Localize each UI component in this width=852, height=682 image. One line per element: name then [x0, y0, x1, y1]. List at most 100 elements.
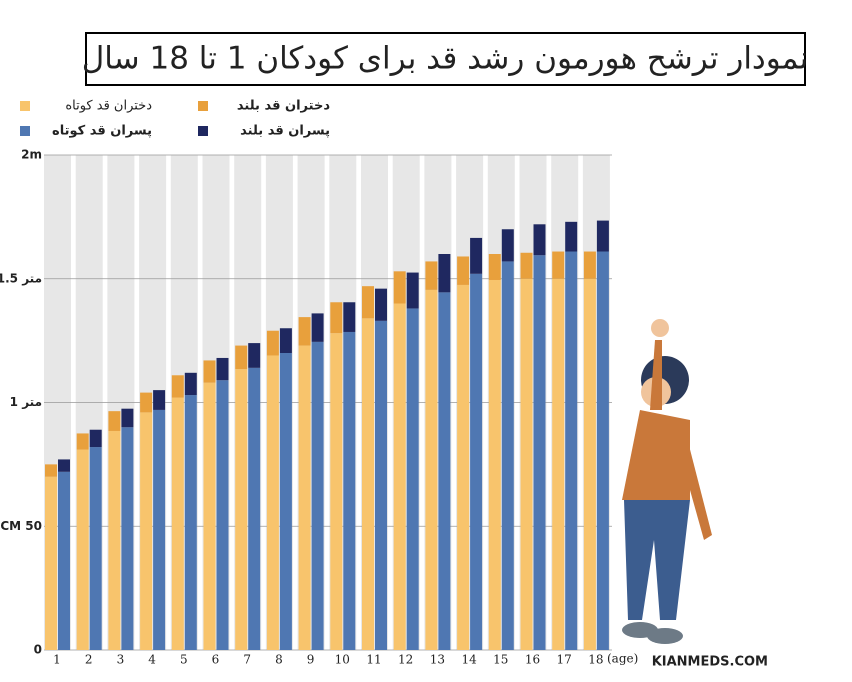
bar-segment: [153, 390, 166, 410]
bar-segment: [552, 251, 565, 279]
chart-title: نمودار ترشح هورمون رشد قد برای کودکان 1 …: [82, 41, 809, 77]
bar-segment: [406, 308, 419, 650]
bar-segment: [470, 273, 483, 650]
bar-segment: [184, 395, 197, 650]
x-tick-label: 15: [493, 653, 508, 667]
bar-segment: [153, 409, 166, 650]
bar-segment: [45, 464, 57, 477]
x-tick-label: 2: [85, 653, 93, 667]
bar-segment: [248, 367, 261, 650]
bar-segment: [279, 353, 292, 650]
bar-segment: [121, 427, 134, 650]
bar-segment: [552, 278, 565, 650]
bar-segment: [488, 279, 501, 650]
bar-segment: [425, 289, 438, 650]
x-tick-label: 8: [275, 653, 283, 667]
bar-segment: [438, 292, 451, 650]
x-tick-label: 5: [180, 653, 188, 667]
bar-segment: [565, 221, 578, 252]
bar-segment: [235, 369, 248, 650]
bar-segment: [203, 360, 216, 383]
bar-segment: [89, 429, 102, 448]
bar-segment: [488, 254, 501, 280]
y-tick-label: 1 متر: [10, 395, 42, 409]
watermark: KIANMEDS.COM: [652, 655, 768, 670]
bar-segment: [583, 251, 596, 279]
bar-segment: [425, 261, 438, 290]
legend-label: دختران قد بلند: [237, 99, 330, 114]
bar-segment: [343, 331, 356, 650]
bar-segment: [58, 471, 70, 650]
bar-segment: [406, 272, 419, 309]
x-tick-label: 13: [430, 653, 445, 667]
x-axis-label: (age): [607, 652, 638, 666]
bar-segment: [596, 251, 609, 650]
bar-segment: [362, 286, 374, 319]
x-tick-label: 6: [212, 653, 220, 667]
bar-segment: [298, 345, 311, 650]
x-tick-label: 12: [398, 653, 413, 667]
bar-segment: [76, 449, 89, 650]
bar-segment: [596, 220, 609, 252]
bar-segment: [375, 320, 387, 650]
legend-label: پسران قد کوتاه: [52, 124, 152, 139]
bar-segment: [45, 476, 57, 650]
bar-segment: [501, 261, 514, 650]
bar-segment: [393, 271, 406, 304]
bar-segment: [470, 237, 483, 274]
bar-segment: [184, 372, 197, 396]
legend-swatch: [20, 126, 30, 136]
y-tick-label: 2m: [21, 148, 42, 162]
bar-segment: [171, 397, 184, 650]
bar-segment: [89, 447, 102, 650]
bar-segment: [108, 430, 121, 650]
bar-segment: [279, 328, 292, 353]
bar-segment: [583, 278, 596, 650]
x-tick-label: 3: [117, 653, 125, 667]
bar-segment: [343, 302, 356, 332]
bar-segment: [393, 303, 406, 650]
x-tick-label: 9: [307, 653, 315, 667]
bar-segment: [58, 459, 70, 472]
x-tick-label: 7: [243, 653, 251, 667]
x-tick-label: 18: [588, 653, 603, 667]
bar-segment: [520, 252, 533, 279]
bar-segment: [121, 408, 134, 428]
y-tick-label: 0: [34, 643, 42, 657]
bar-segment: [235, 345, 248, 370]
y-tick-label: 1.5 متر: [0, 271, 42, 285]
bar-segment: [501, 229, 514, 262]
bar-segment: [216, 357, 229, 381]
y-tick-label: CM 50: [0, 519, 42, 533]
bar-segment: [140, 412, 153, 650]
bar-segment: [330, 333, 343, 650]
bar-segment: [298, 317, 311, 346]
x-tick-label: 4: [148, 653, 156, 667]
legend-label: پسران قد بلند: [240, 124, 330, 139]
bar-segment: [248, 343, 261, 368]
bar-segment: [533, 224, 546, 256]
bar-segment: [457, 256, 470, 285]
legend-swatch: [198, 101, 208, 111]
bar-segment: [140, 392, 153, 413]
bar-segment: [108, 411, 121, 431]
x-tick-label: 1: [53, 653, 61, 667]
bar-segment: [457, 284, 470, 650]
legend-swatch: [198, 126, 208, 136]
bar-segment: [76, 433, 89, 450]
x-tick-label: 10: [335, 653, 350, 667]
title-box: [85, 32, 806, 86]
bar-segment: [438, 254, 451, 293]
bar-segment: [266, 355, 279, 650]
bar-segment: [216, 380, 229, 650]
bar-segment: [330, 302, 343, 334]
bar-segment: [266, 330, 279, 356]
bar-segment: [311, 313, 324, 342]
bar-segment: [375, 288, 387, 321]
x-tick-label: 16: [525, 653, 540, 667]
bar-segment: [171, 375, 184, 398]
legend-label: دختران قد کوتاه: [65, 99, 152, 114]
bar-segment: [311, 341, 324, 650]
